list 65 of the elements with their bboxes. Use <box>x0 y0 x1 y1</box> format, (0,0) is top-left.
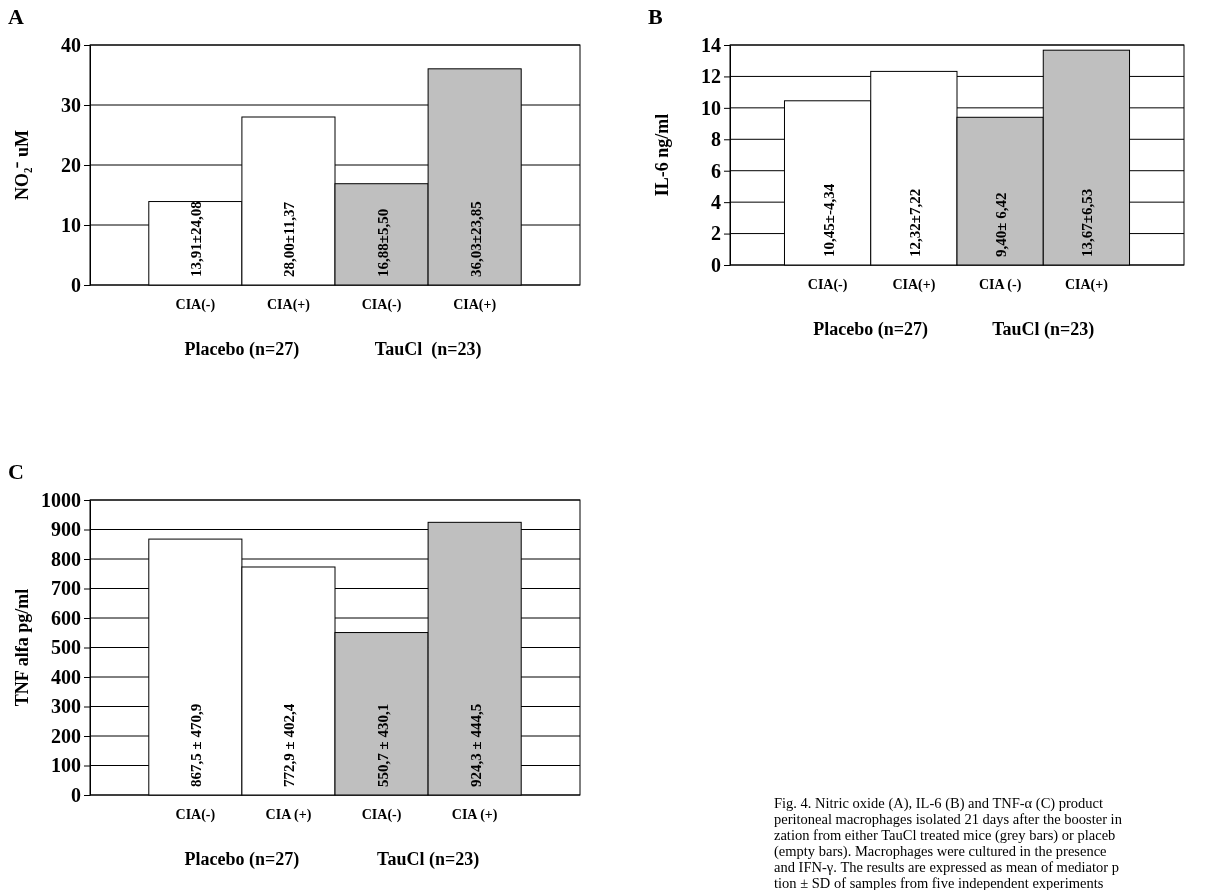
text: TauCl (n=23) <box>377 849 480 870</box>
text: TauCl (n=23) <box>992 319 1095 340</box>
data-label: 12,32±7,22 <box>906 188 923 257</box>
y-tick-label: 900 <box>51 518 81 541</box>
y-tick-label: 700 <box>51 577 81 600</box>
y-tick-label: 2 <box>711 222 721 245</box>
data-label: 28,00±11,37 <box>281 201 298 277</box>
y-tick-label: 100 <box>51 754 81 777</box>
data-label: 10,45±-4,34 <box>820 183 837 257</box>
x-tick-label: CIA(-) <box>361 296 402 313</box>
y-tick-label: 10 <box>61 213 81 236</box>
chart-title: A <box>8 4 24 29</box>
y-tick-label: 1000 <box>41 488 81 511</box>
x-tick-label: CIA(+) <box>266 296 311 313</box>
text: and IFN-γ. The results are expressed as mean of mediator p <box>774 859 1120 875</box>
data-label: 13,91±24,08 <box>188 201 205 277</box>
y-tick-label: 500 <box>51 636 81 659</box>
x-tick-label: CIA(+) <box>453 296 497 313</box>
text: Placebo (n=27) <box>184 849 300 870</box>
y-tick-label: 4 <box>711 191 721 214</box>
data-label: 9,40± 6,42 <box>993 192 1010 257</box>
y-tick-label: 8 <box>711 128 721 151</box>
y-tick-label: 300 <box>51 695 81 718</box>
text: Placebo (n=27) <box>813 319 929 340</box>
x-tick-label: CIA(+) <box>892 276 936 293</box>
y-tick-label: 6 <box>711 159 721 182</box>
x-tick-label: CIA(-) <box>175 806 216 823</box>
y-axis-title: IL-6 ng/ml <box>652 113 672 197</box>
y-axis-title: TNF alfa pg/ml <box>12 588 32 707</box>
text: Placebo (n=27) <box>184 339 300 360</box>
text: (empty bars). Macrophages were cultured in the presence <box>774 843 1107 860</box>
data-label: 16,88±5,50 <box>374 208 391 277</box>
data-label: 924,3 ± 444,5 <box>467 703 484 787</box>
y-tick-label: 400 <box>51 665 81 688</box>
y-tick-label: 20 <box>61 153 81 176</box>
y-tick-label: 800 <box>51 547 81 570</box>
x-tick-label: CIA (+) <box>451 806 498 823</box>
text: peritoneal macrophages isolated 21 days after the booster in <box>774 811 1123 827</box>
caption: Fig. 4. Nitric oxide (A), IL-6 (B) and TNF-α (C) product <box>774 795 1104 812</box>
text: TauCl (n=23) <box>374 339 482 360</box>
data-label: 772,9 ± 402,4 <box>281 703 298 787</box>
x-tick-label: CIA (-) <box>978 276 1022 293</box>
data-label: 867,5 ± 470,9 <box>188 703 205 787</box>
x-tick-label: CIA(-) <box>175 296 216 313</box>
x-tick-label: CIA(+) <box>1064 276 1109 293</box>
x-tick-label: CIA(-) <box>361 806 402 823</box>
y-tick-label: 0 <box>71 273 81 296</box>
y-tick-label: 600 <box>51 606 81 629</box>
data-label: 550,7 ± 430,1 <box>374 703 391 787</box>
y-tick-label: 30 <box>61 93 81 116</box>
chart-title: C <box>8 459 24 484</box>
y-tick-label: 0 <box>711 253 721 276</box>
data-label: 13,67±6,53 <box>1079 188 1096 257</box>
chart-title: B <box>648 4 663 29</box>
y-tick-label: 0 <box>71 783 81 806</box>
y-tick-label: 12 <box>701 65 721 88</box>
y-tick-label: 14 <box>701 33 721 56</box>
y-tick-label: 200 <box>51 724 81 747</box>
x-tick-label: CIA(-) <box>807 276 848 293</box>
text: zation from either TauCl treated mice (grey bars) or placeb <box>774 827 1116 844</box>
data-label: 36,03±23,85 <box>467 201 484 277</box>
y-tick-label: 10 <box>701 96 721 119</box>
y-tick-label: 40 <box>61 33 81 56</box>
y-axis-title: NO₂⁻ uM <box>12 130 32 200</box>
x-tick-label: CIA (+) <box>265 806 312 823</box>
